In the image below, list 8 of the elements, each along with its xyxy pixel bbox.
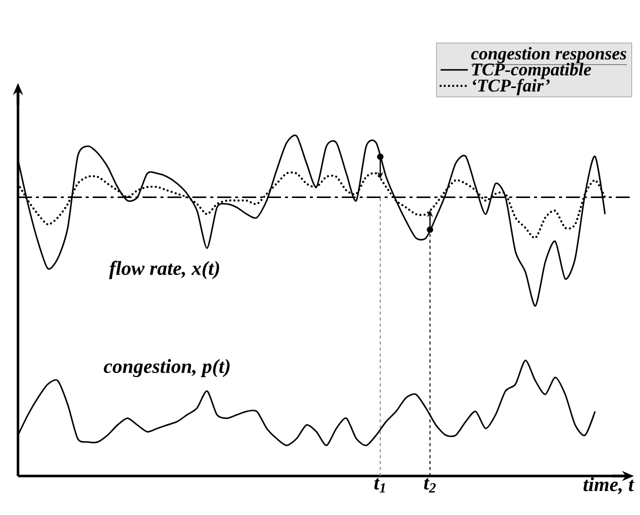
legend-label: TCP-compatible: [472, 62, 592, 80]
x-axis-title: time, t: [584, 477, 634, 494]
annotation: congestion, p(t): [104, 359, 230, 378]
text: t$_{1}$: [374, 478, 385, 493]
annotation: flow rate, x(t): [109, 260, 220, 280]
legend-title: congestion responses: [471, 46, 626, 64]
text: t$_{2}$: [424, 478, 436, 493]
legend-label: ‘TCP-fair’: [472, 78, 550, 96]
